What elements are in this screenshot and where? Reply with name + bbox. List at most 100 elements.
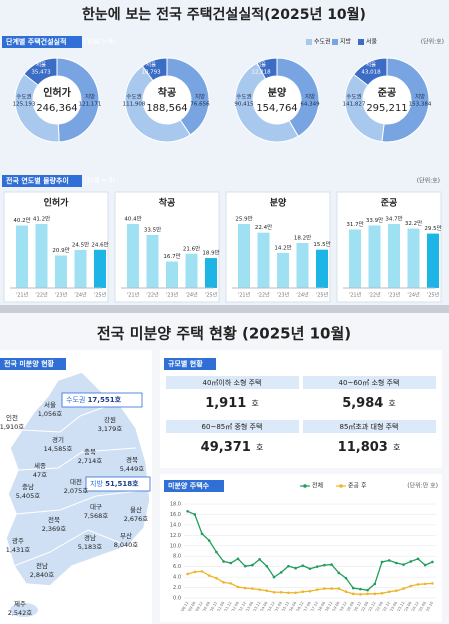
region-name: 강원: [104, 415, 116, 424]
region-value: 1,431호: [6, 546, 31, 554]
point: [409, 560, 413, 563]
size-cell-header: [303, 420, 436, 433]
section-title: 전국 미분양 주택 현황 (2025년 10월): [97, 325, 351, 343]
x-tick-label: '09.06: [187, 600, 196, 612]
y-tick-label: 4.0: [173, 575, 181, 581]
bar: [166, 261, 178, 288]
region-value: 3,179호: [98, 425, 123, 433]
point: [387, 590, 391, 594]
x-tick-label: '21.12: [367, 601, 376, 613]
legend-label: 전체: [312, 482, 323, 490]
size-unit: 호: [251, 399, 258, 408]
line-unit: (단위:만 호): [407, 482, 438, 490]
region-name: 충남: [22, 482, 34, 491]
bar-category: '25년: [316, 292, 329, 299]
point: [344, 590, 348, 594]
y-tick-label: 18.0: [170, 502, 181, 508]
region-value: 2,676호: [124, 515, 149, 523]
line-title-bg: [164, 480, 224, 492]
point: [294, 591, 297, 595]
point: [380, 592, 384, 595]
bar: [185, 253, 198, 288]
bar-title: 준공: [381, 198, 398, 209]
point: [215, 576, 218, 580]
map-title: 전국 미분양 현황: [4, 359, 55, 368]
capital-total-box: [61, 392, 143, 408]
point: [351, 592, 355, 596]
point: [279, 571, 283, 574]
donut-value: 76,656: [190, 102, 210, 108]
bar-value: 40.2만: [13, 216, 30, 224]
donut-label: 수도권: [126, 93, 141, 101]
point: [359, 587, 362, 591]
region-value: 47호: [33, 471, 47, 479]
donut-value: 153,384: [409, 102, 432, 108]
point: [402, 563, 405, 566]
bar-category: '21년: [238, 292, 251, 299]
point: [315, 588, 319, 591]
point: [387, 559, 391, 562]
donut-total: 188,564: [146, 103, 187, 114]
point: [323, 587, 326, 590]
donut-hole: [363, 76, 411, 124]
bar-category: '23년: [277, 292, 290, 299]
size-number: 11,803: [338, 440, 388, 455]
point: [366, 588, 369, 592]
donut-label: 수도권: [16, 93, 31, 101]
region-value: 5,449호: [120, 465, 145, 473]
bar-value: 29.5만: [424, 224, 441, 232]
bar-value: 34.7만: [385, 215, 402, 223]
x-tick-label: '10.06: [202, 600, 211, 612]
line-panel: [160, 474, 442, 622]
point: [301, 590, 305, 594]
size-cell-label: 40~60㎡ 소형 주택: [339, 378, 400, 387]
point: [258, 588, 261, 591]
donut-hole: [253, 76, 301, 124]
region-value: 5,183호: [78, 543, 103, 551]
donut-label: 서울: [36, 61, 46, 69]
point: [344, 576, 348, 580]
donut-hole: [33, 76, 81, 124]
point: [287, 564, 290, 568]
region-value: 1,910호: [0, 423, 24, 431]
y-tick-label: 10.0: [170, 543, 181, 549]
point: [395, 561, 398, 565]
bar-category: '24년: [296, 292, 309, 299]
point: [186, 572, 189, 576]
donut-value: 125,193: [13, 102, 36, 108]
page-title: 한눈에 보는 전국 주택건설실적(2025년 10월): [82, 6, 366, 23]
x-tick-label: '19.12: [339, 601, 348, 613]
bar-category: '21년: [127, 292, 140, 299]
point: [222, 560, 225, 563]
size-cell-value: 5,984 호: [342, 393, 396, 412]
donut-label: 수도권: [236, 93, 251, 101]
point: [207, 539, 211, 542]
x-tick-label: '23.12: [396, 601, 405, 613]
bar: [257, 232, 270, 288]
bar-value: 16.7만: [163, 252, 180, 260]
region-value: 2,542호: [8, 609, 33, 617]
donut-slice: [256, 57, 278, 80]
donut-title: 인허가: [43, 86, 71, 99]
y-tick-label: 0.0: [173, 596, 181, 602]
point: [294, 566, 297, 570]
bar-title: 분양: [270, 197, 287, 209]
donut-label: 지방: [305, 93, 315, 101]
x-tick-label: '23.06: [389, 600, 398, 612]
bar: [146, 234, 159, 288]
y-tick-label: 2.0: [173, 585, 181, 591]
point: [272, 590, 276, 594]
x-tick-label: '12.06: [231, 600, 240, 612]
donut-value: 64,349: [300, 102, 320, 108]
size-unit: 호: [393, 443, 400, 452]
point: [287, 591, 290, 595]
korea-map: [5, 371, 151, 587]
point: [215, 550, 218, 554]
point: [330, 563, 333, 566]
bar: [94, 249, 106, 288]
point: [236, 585, 240, 589]
point: [243, 586, 247, 590]
donut-total: 295,211: [366, 103, 407, 114]
donut-slice: [141, 57, 168, 82]
